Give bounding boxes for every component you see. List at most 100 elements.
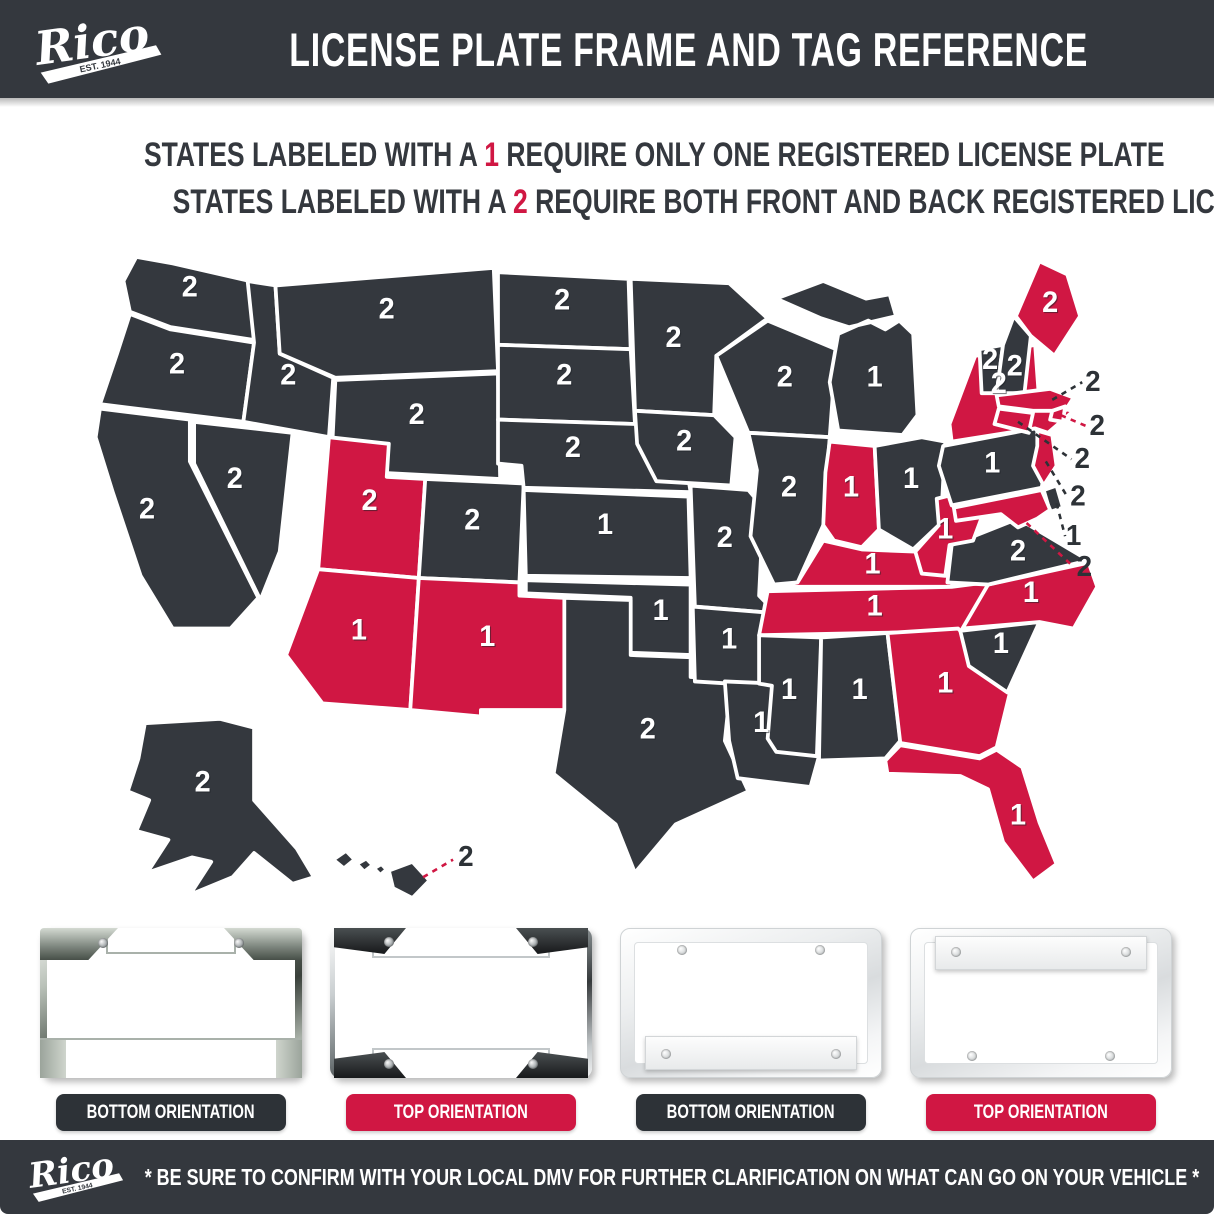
state-ME [1014, 259, 1082, 358]
screw-icon [1105, 1051, 1115, 1061]
state-HI [331, 848, 432, 901]
state-IA [633, 408, 738, 488]
screw-icon [384, 937, 394, 947]
state-RI [1048, 404, 1067, 424]
plate-count-FL: 1 [1010, 798, 1026, 831]
state-CT [992, 406, 1035, 435]
orientation-label: BOTTOM ORIENTATION [636, 1094, 866, 1131]
plate-count-IL: 2 [781, 470, 797, 503]
state-AK [125, 716, 316, 897]
legend-line-2: STATES LABELED WITH A 2 REQUIRE BOTH FRO… [0, 179, 1214, 226]
state-WA [121, 254, 259, 343]
legend-line-1: STATES LABELED WITH A 1 REQUIRE ONLY ONE… [0, 132, 1214, 179]
legend-2-suffix: REQUIRE BOTH FRONT AND BACK REGISTERED L… [535, 183, 1214, 221]
legend: STATES LABELED WITH A 1 REQUIRE ONLY ONE… [0, 132, 1214, 226]
state-FL [883, 743, 1059, 884]
screw-icon [661, 1049, 671, 1059]
callout-label-NJ: 2 [1070, 479, 1085, 511]
plate-count-NY: 2 [991, 367, 1007, 400]
plate-count-MI: 1 [867, 360, 883, 393]
plate-count-NE: 2 [565, 431, 581, 464]
plate-count-NV: 2 [227, 461, 243, 494]
plate-count-LA: 1 [753, 706, 769, 739]
plate-count-ID: 2 [280, 358, 296, 391]
license-frame-chrome-top [330, 928, 592, 1078]
plate-count-NM: 1 [479, 620, 495, 653]
plate-count-WV: 1 [937, 512, 953, 545]
plate-count-AL: 1 [852, 673, 868, 706]
screw-icon [831, 1049, 841, 1059]
plate-count-MS: 1 [781, 673, 797, 706]
header-bar: Rico EST. 1944 LICENSE PLATE FRAME AND T… [0, 0, 1214, 107]
callout-line-CT [1017, 420, 1073, 461]
page-title: LICENSE PLATE FRAME AND TAG REFERENCE [289, 22, 1089, 76]
plate-count-GA: 1 [937, 666, 953, 699]
plate-count-OR: 2 [169, 347, 185, 380]
plate-count-TN: 1 [867, 589, 883, 622]
logo-swoosh [32, 1173, 124, 1202]
screw-icon [951, 947, 961, 957]
state-VA [945, 516, 1091, 587]
screw-icon [815, 945, 825, 955]
screw-icon [98, 938, 108, 948]
screw-icon [528, 937, 538, 947]
orientation-label: TOP ORIENTATION [346, 1094, 576, 1131]
plate-count-PA: 1 [984, 446, 1000, 479]
legend-1-prefix: STATES LABELED WITH A [143, 136, 485, 174]
plate-count-CO: 2 [464, 503, 480, 536]
plate-count-UT: 2 [362, 483, 378, 516]
plate-count-WI: 2 [777, 360, 793, 393]
callout-line-RI [1060, 413, 1087, 428]
plate-count-TX: 2 [640, 712, 656, 745]
plate-count-VA: 2 [1010, 534, 1026, 567]
plate-count-OH: 1 [903, 461, 919, 494]
plate-count-NC: 1 [1023, 576, 1039, 609]
legend-2-number: 2 [512, 183, 528, 221]
frame-card-chrome-top: TOP ORIENTATION [330, 928, 592, 1131]
orientation-label: BOTTOM ORIENTATION [56, 1094, 286, 1131]
plate-count-KY: 1 [864, 547, 880, 580]
plate-count-AK: 2 [195, 765, 211, 798]
state-NH [994, 314, 1033, 396]
plate-count-AZ: 1 [351, 613, 367, 646]
frame-top-panel [935, 936, 1147, 970]
callout-label-RI: 2 [1089, 409, 1104, 441]
legend-2-prefix: STATES LABELED WITH A [172, 183, 513, 221]
callout-line-NJ [1044, 460, 1069, 498]
plate-count-CA: 2 [139, 492, 155, 525]
frames-row: BOTTOM ORIENTATION TOP ORIENTATION [40, 928, 1174, 1131]
frame-top-slot [106, 928, 236, 954]
plate-count-ND: 2 [554, 283, 570, 316]
plate-count-KS: 1 [597, 508, 613, 541]
license-frame-chrome-bottom [40, 928, 302, 1078]
state-AZ [284, 567, 421, 712]
plate-count-VT: 2 [982, 343, 998, 376]
callout-label-CT: 2 [1074, 442, 1089, 474]
state-MI [774, 279, 920, 437]
state-AL [817, 631, 903, 763]
state-MT [273, 265, 500, 380]
plate-count-IA: 2 [676, 424, 692, 457]
plate-count-OK: 1 [653, 593, 669, 626]
callout-line-HI [422, 858, 454, 879]
plate-count-WY: 2 [409, 398, 425, 431]
screw-icon [528, 1059, 538, 1069]
frame-bottom-panel [645, 1036, 857, 1070]
callout-label-HI: 2 [458, 840, 473, 872]
screw-icon [677, 945, 687, 955]
plate-count-SD: 2 [556, 358, 572, 391]
plate-count-ME: 2 [1042, 285, 1058, 318]
plate-count-IN: 1 [843, 470, 859, 503]
plate-count-SC: 1 [993, 626, 1009, 659]
state-NJ [1031, 428, 1059, 488]
frame-card-white-bottom: BOTTOM ORIENTATION [620, 928, 882, 1131]
state-NV [192, 419, 295, 602]
plate-count-MT: 2 [379, 292, 395, 325]
state-KS [521, 488, 693, 580]
plate-count-NH: 2 [1007, 349, 1023, 382]
orientation-label: TOP ORIENTATION [926, 1094, 1156, 1131]
state-NC [960, 560, 1100, 631]
callout-label-MD: 2 [1077, 549, 1092, 581]
plate-count-WA: 2 [182, 270, 198, 303]
